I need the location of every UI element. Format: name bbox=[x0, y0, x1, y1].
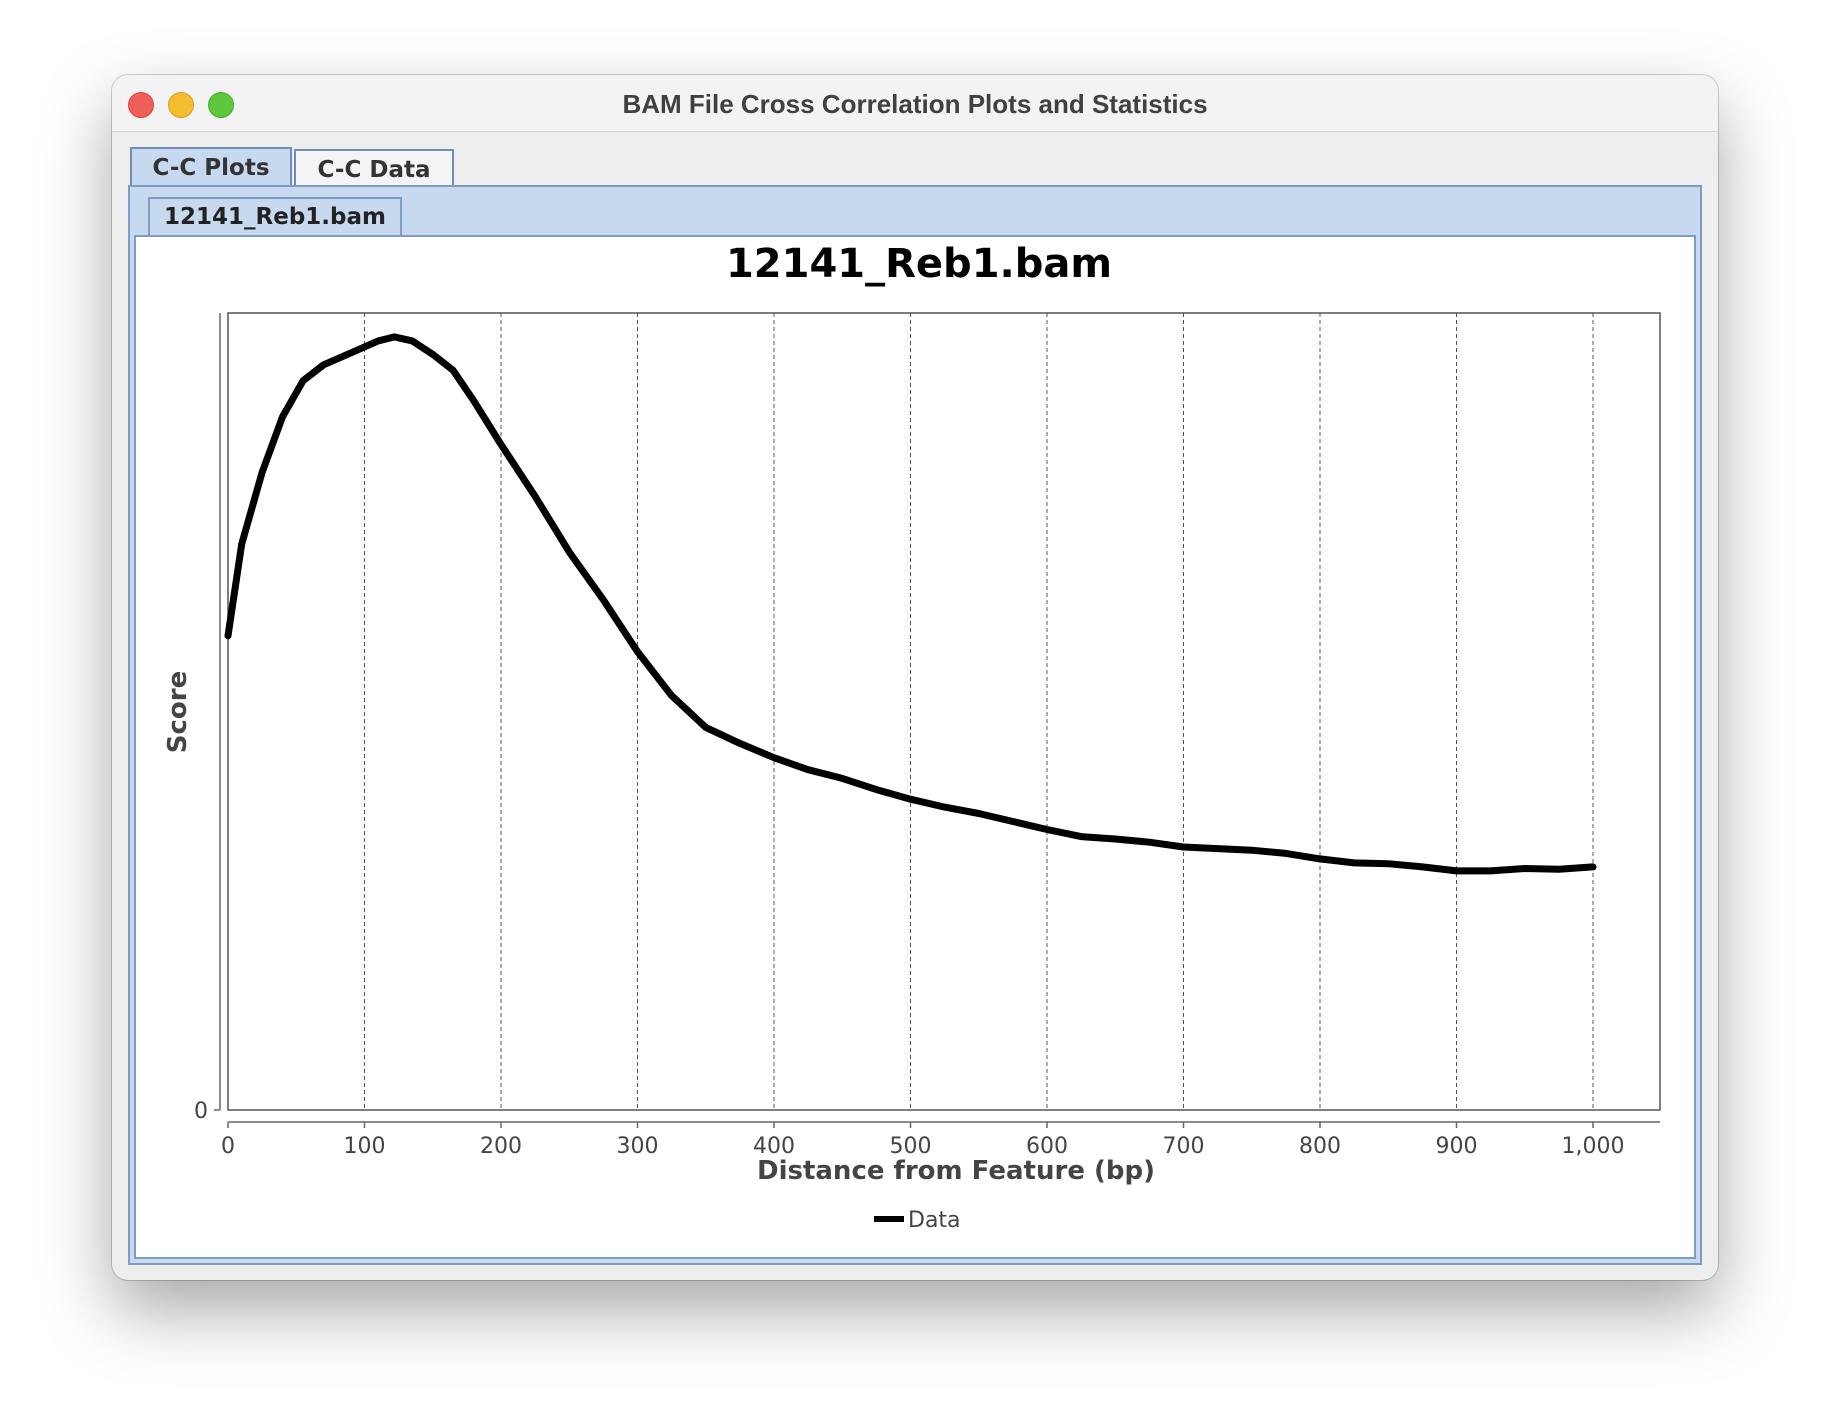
x-tick-label-400: 400 bbox=[753, 1134, 795, 1159]
x-tick-label-800: 800 bbox=[1299, 1134, 1341, 1159]
x-tick-label-200: 200 bbox=[480, 1134, 522, 1159]
minimize-window-button[interactable] bbox=[168, 92, 194, 118]
x-tick-label-600: 600 bbox=[1026, 1134, 1068, 1159]
tab-cc-data[interactable]: C-C Data bbox=[294, 149, 454, 185]
x-axis-ticks: 0 100 200 300 400 500 600 700 800 900 1,000 bbox=[221, 1122, 1624, 1159]
x-tick-label-500: 500 bbox=[890, 1134, 932, 1159]
x-tick-label-900: 900 bbox=[1436, 1134, 1478, 1159]
x-tick-label-1000: 1,000 bbox=[1562, 1134, 1625, 1159]
title-bar[interactable]: BAM File Cross Correlation Plots and Sta… bbox=[112, 75, 1718, 132]
tab-panel: 12141_Reb1.bam 12141_Reb1.bam 0 100 200 300… bbox=[128, 185, 1702, 1265]
maximize-window-button[interactable] bbox=[208, 92, 234, 118]
app-window: BAM File Cross Correlation Plots and Sta… bbox=[112, 75, 1718, 1280]
chart-title: 12141_Reb1.bam bbox=[726, 241, 1112, 287]
legend: Data bbox=[874, 1208, 961, 1233]
tab-cc-plots[interactable]: C-C Plots bbox=[130, 147, 292, 185]
x-axis-label: Distance from Feature (bp) bbox=[757, 1156, 1155, 1186]
x-tick-label-700: 700 bbox=[1163, 1134, 1205, 1159]
close-window-button[interactable] bbox=[128, 92, 154, 118]
plot-area bbox=[227, 312, 1661, 1111]
cross-correlation-chart: 12141_Reb1.bam 0 100 200 300 400 500 600 700 800… bbox=[163, 241, 1661, 1233]
chart-panel: 12141_Reb1.bam 0 100 200 300 400 500 600 700 800… bbox=[134, 235, 1696, 1259]
series-line-data bbox=[224, 333, 1597, 875]
x-tick-label-300: 300 bbox=[617, 1134, 659, 1159]
x-tick-label-0: 0 bbox=[221, 1134, 235, 1159]
y-tick-label-0: 0 bbox=[194, 1099, 208, 1124]
window-title: BAM File Cross Correlation Plots and Sta… bbox=[622, 89, 1208, 119]
legend-label-data: Data bbox=[908, 1208, 961, 1233]
x-tick-label-100: 100 bbox=[344, 1134, 386, 1159]
tab-file-12141-reb1[interactable]: 12141_Reb1.bam bbox=[148, 197, 402, 235]
y-axis-label: Score bbox=[163, 671, 193, 753]
